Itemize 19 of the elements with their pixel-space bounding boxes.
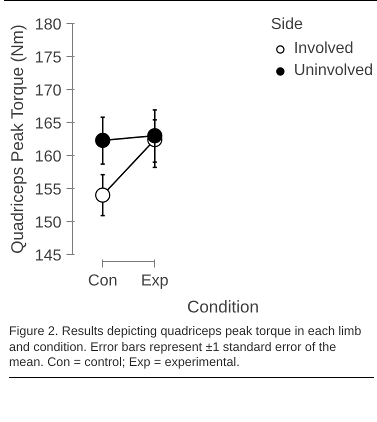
y-tick-label: 155: [34, 182, 62, 199]
point: [147, 128, 162, 144]
y-tick-label: 170: [34, 82, 62, 100]
legend-title: Side: [270, 16, 304, 34]
y-tick-label: 180: [34, 16, 62, 34]
y-axis-title: Quadriceps Peak Torque (Nm): [8, 24, 27, 254]
legend-label: Involved: [294, 40, 354, 58]
x-tick-label: Con: [88, 272, 118, 290]
legend-label: Uninvolved: [294, 62, 373, 80]
y-tick-label: 165: [34, 115, 62, 132]
point: [95, 188, 110, 203]
y-tick-label: 160: [34, 148, 62, 166]
point: [95, 132, 110, 148]
caption: Figure 2. Results depicting quadriceps peak torque in each limb and condition. Error bars represent ±1 standard error of the mean. Con = control; Exp = experimental.: [9, 324, 362, 371]
x-tick-label: Exp: [140, 272, 169, 290]
y-tick-label: 175: [34, 49, 62, 66]
y-tick-label: 145: [34, 248, 62, 265]
y-tick-label: 150: [34, 214, 62, 232]
x-axis-title: Condition: [187, 298, 259, 316]
